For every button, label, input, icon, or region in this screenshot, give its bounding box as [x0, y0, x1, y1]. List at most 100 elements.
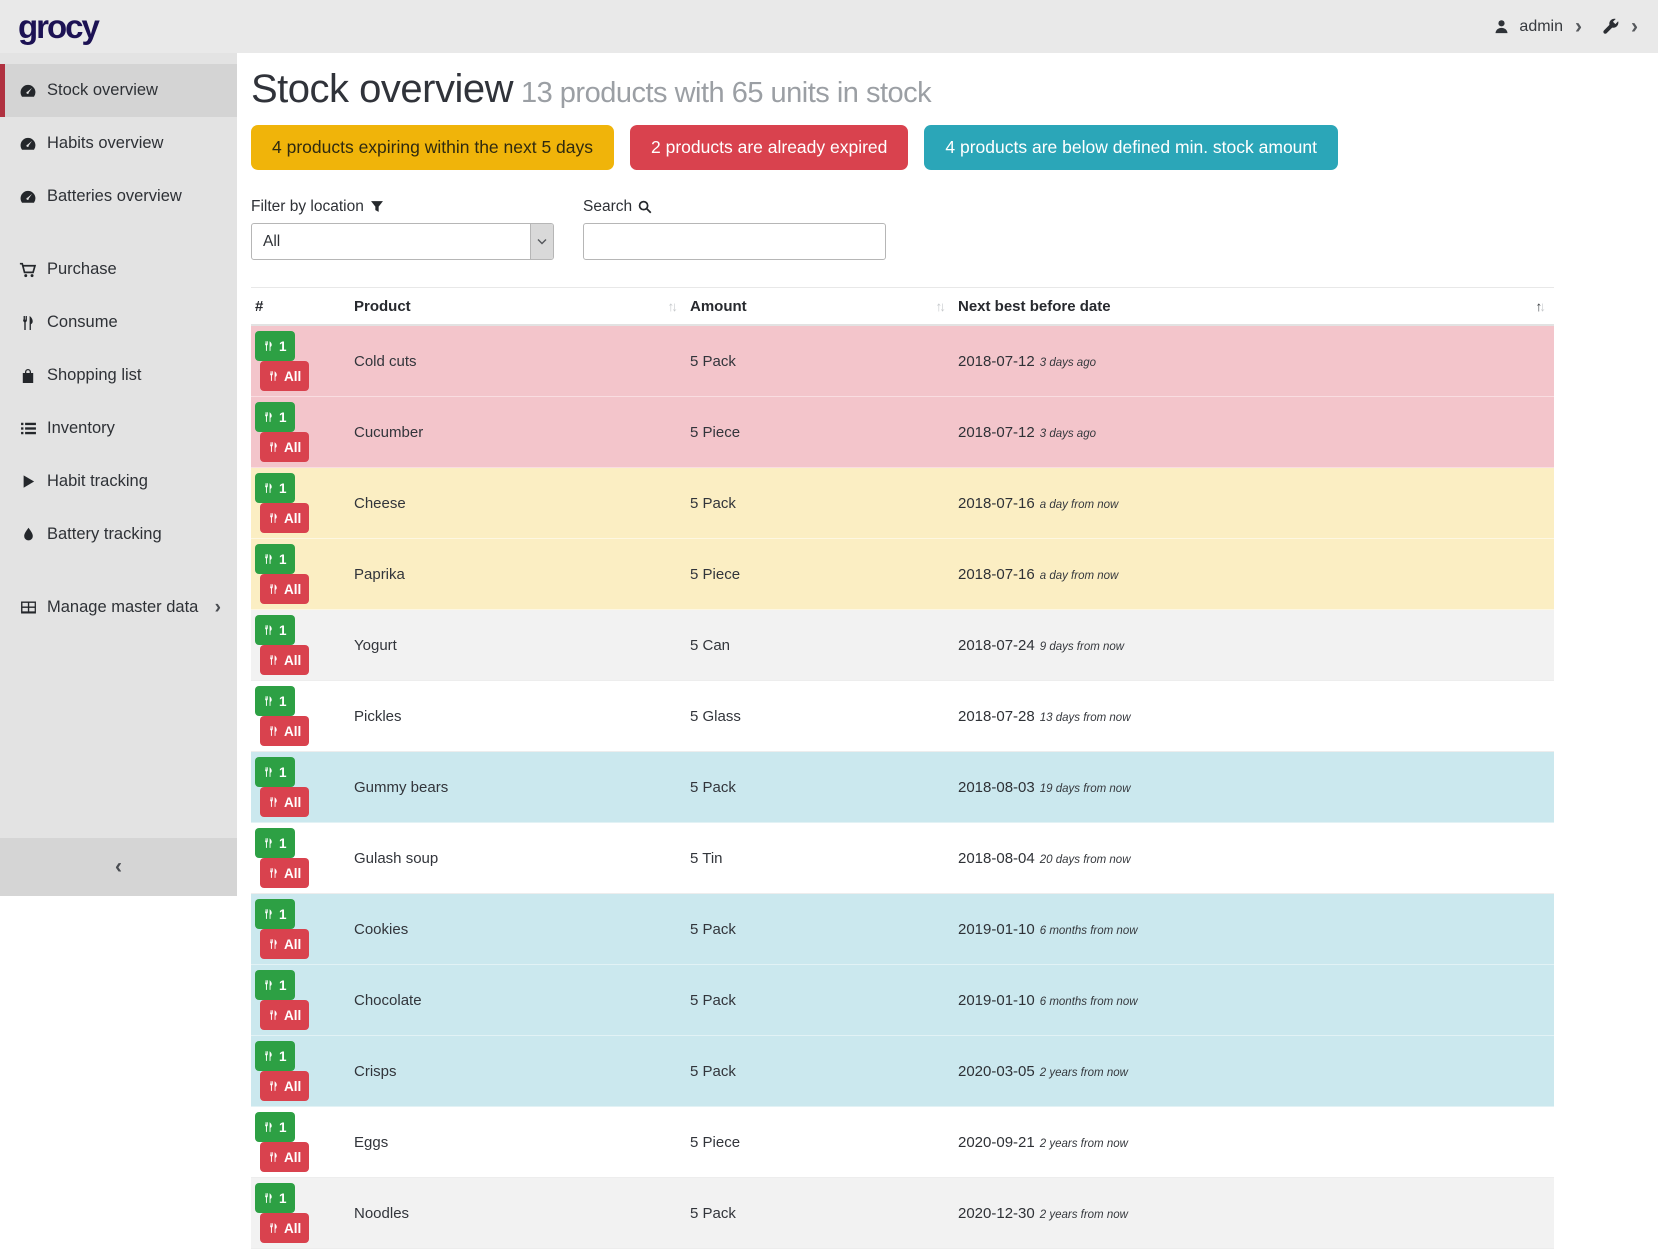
- location-filter-select[interactable]: All: [251, 223, 554, 260]
- expiring-products-button[interactable]: 4 products expiring within the next 5 da…: [251, 125, 614, 170]
- product-amount: 5 Pack: [686, 1036, 954, 1107]
- utensils-icon: [263, 1050, 274, 1062]
- product-name: Cold cuts: [350, 325, 686, 397]
- product-amount: 5 Pack: [686, 1178, 954, 1249]
- gauge-icon: [16, 188, 40, 206]
- product-name: Eggs: [350, 1107, 686, 1178]
- utensils-icon: [268, 1222, 279, 1234]
- table-icon: [16, 599, 40, 616]
- consume-one-button[interactable]: 1: [255, 686, 295, 716]
- consume-all-button[interactable]: All: [260, 1142, 309, 1172]
- utensils-icon: [263, 553, 274, 565]
- sidebar-item-batteries-overview[interactable]: Batteries overview: [0, 170, 237, 223]
- sort-icon[interactable]: ↑↓: [668, 299, 676, 314]
- sort-icon[interactable]: ↑↓: [936, 299, 944, 314]
- utensils-icon: [263, 482, 274, 494]
- sidebar-item-stock-overview[interactable]: Stock overview: [0, 64, 237, 117]
- status-alerts: 4 products expiring within the next 5 da…: [251, 125, 1554, 170]
- consume-one-button[interactable]: 1: [255, 1183, 295, 1213]
- sidebar-item-habit-tracking[interactable]: Habit tracking: [0, 455, 237, 508]
- consume-one-button[interactable]: 1: [255, 899, 295, 929]
- consume-one-button[interactable]: 1: [255, 473, 295, 503]
- product-amount: 5 Piece: [686, 397, 954, 468]
- consume-one-button[interactable]: 1: [255, 1041, 295, 1071]
- expired-products-button[interactable]: 2 products are already expired: [630, 125, 908, 170]
- page-subtitle: 13 products with 65 units in stock: [521, 77, 931, 109]
- utensils-icon: [268, 512, 279, 524]
- consume-one-button[interactable]: 1: [255, 970, 295, 1000]
- consume-all-button[interactable]: All: [260, 645, 309, 675]
- consume-one-button[interactable]: 1: [255, 402, 295, 432]
- consume-all-button[interactable]: All: [260, 787, 309, 817]
- sidebar-collapse-button[interactable]: ‹: [0, 838, 237, 896]
- table-header-row: # Product↑↓ Amount↑↓ Next best before da…: [251, 288, 1554, 326]
- consume-all-button[interactable]: All: [260, 432, 309, 462]
- utensils-icon: [263, 411, 274, 423]
- sidebar-item-purchase[interactable]: Purchase: [0, 243, 237, 296]
- utensils-icon: [268, 654, 279, 666]
- column-header-best-before[interactable]: Next best before date↑↓: [954, 288, 1554, 326]
- product-name: Noodles: [350, 1178, 686, 1249]
- consume-one-button[interactable]: 1: [255, 828, 295, 858]
- consume-one-button[interactable]: 1: [255, 615, 295, 645]
- product-name: Crisps: [350, 1036, 686, 1107]
- location-filter-label: Filter by location: [251, 198, 554, 216]
- sidebar-item-consume[interactable]: Consume: [0, 296, 237, 349]
- sidebar-item-battery-tracking[interactable]: Battery tracking: [0, 508, 237, 561]
- chevron-right-icon[interactable]: ›: [1629, 16, 1640, 37]
- sidebar-item-habits-overview[interactable]: Habits overview: [0, 117, 237, 170]
- top-bar: grocy admin › ›: [0, 0, 1658, 53]
- product-amount: 5 Tin: [686, 823, 954, 894]
- consume-one-button[interactable]: 1: [255, 1112, 295, 1142]
- sort-icon[interactable]: ↑↓: [1536, 299, 1544, 314]
- cart-icon: [16, 261, 40, 279]
- play-icon: [16, 474, 40, 489]
- consume-all-button[interactable]: All: [260, 574, 309, 604]
- consume-all-button[interactable]: All: [260, 929, 309, 959]
- app-logo[interactable]: grocy: [18, 8, 98, 46]
- column-header-amount[interactable]: Amount↑↓: [686, 288, 954, 326]
- user-menu[interactable]: admin: [1519, 18, 1563, 36]
- product-amount: 5 Pack: [686, 894, 954, 965]
- column-header-product[interactable]: Product↑↓: [350, 288, 686, 326]
- consume-one-button[interactable]: 1: [255, 757, 295, 787]
- consume-one-button[interactable]: 1: [255, 331, 295, 361]
- consume-one-button[interactable]: 1: [255, 544, 295, 574]
- consume-all-button[interactable]: All: [260, 1213, 309, 1243]
- product-amount: 5 Glass: [686, 681, 954, 752]
- column-header-hash: #: [251, 288, 350, 326]
- sidebar-item-manage-master-data[interactable]: Manage master data ›: [0, 581, 237, 634]
- sidebar-item-inventory[interactable]: Inventory: [0, 402, 237, 455]
- product-amount: 5 Pack: [686, 325, 954, 397]
- utensils-icon: [263, 624, 274, 636]
- sidebar-item-shopping-list[interactable]: Shopping list: [0, 349, 237, 402]
- consume-all-button[interactable]: All: [260, 716, 309, 746]
- utensils-icon: [268, 796, 279, 808]
- search-label: Search: [583, 198, 886, 216]
- gauge-icon: [16, 135, 40, 153]
- sidebar: Stock overview Habits overview Batteries…: [0, 53, 237, 896]
- consume-all-button[interactable]: All: [260, 1071, 309, 1101]
- chevron-right-icon[interactable]: ›: [1573, 16, 1584, 37]
- shopping-bag-icon: [16, 368, 40, 384]
- search-input[interactable]: [583, 223, 886, 260]
- below-min-stock-button[interactable]: 4 products are below defined min. stock …: [924, 125, 1338, 170]
- wrench-icon[interactable]: [1602, 18, 1619, 35]
- consume-all-button[interactable]: All: [260, 503, 309, 533]
- utensils-icon: [268, 370, 279, 382]
- search-icon: [638, 200, 652, 214]
- consume-all-button[interactable]: All: [260, 1000, 309, 1030]
- consume-all-button[interactable]: All: [260, 858, 309, 888]
- consume-all-button[interactable]: All: [260, 361, 309, 391]
